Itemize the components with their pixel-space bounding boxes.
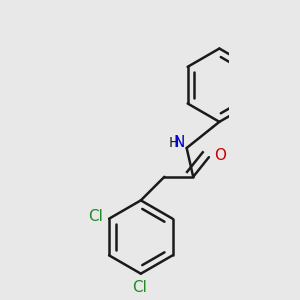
Text: Cl: Cl — [88, 208, 103, 224]
Text: Cl: Cl — [132, 280, 147, 295]
Text: N: N — [174, 135, 185, 150]
Text: O: O — [214, 148, 226, 164]
Text: H: H — [168, 136, 179, 150]
